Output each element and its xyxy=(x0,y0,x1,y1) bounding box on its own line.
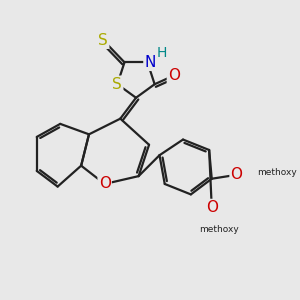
Text: O: O xyxy=(99,176,111,191)
Text: methoxy: methoxy xyxy=(199,225,239,234)
Text: O: O xyxy=(231,167,243,182)
Text: S: S xyxy=(98,33,108,48)
Text: O: O xyxy=(168,68,180,83)
Text: H: H xyxy=(157,46,167,60)
Text: N: N xyxy=(144,55,156,70)
Text: O: O xyxy=(206,200,218,215)
Text: methoxy: methoxy xyxy=(257,168,297,177)
Text: S: S xyxy=(112,77,122,92)
